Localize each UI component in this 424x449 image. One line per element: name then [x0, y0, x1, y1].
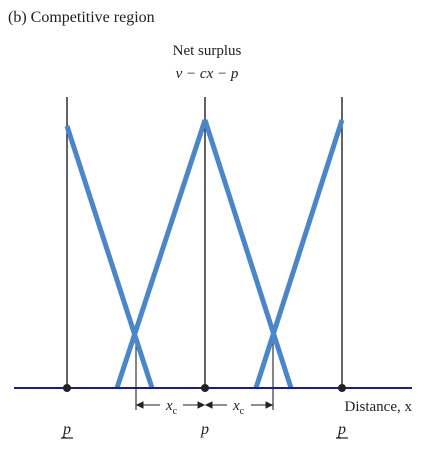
surplus-line-center-right — [202, 119, 294, 389]
xc-arrowhead-left-a — [135, 401, 144, 409]
xc-bracket — [135, 401, 274, 409]
xc-label-right-x: x — [232, 398, 240, 414]
market-dot-center — [201, 384, 209, 392]
panel-title: (b) Competitive region — [8, 9, 155, 26]
xc-label-right: xc — [232, 398, 245, 417]
market-dot-right — [338, 384, 346, 392]
surplus-line-left-down — [64, 125, 155, 389]
y-axis-formula: v − cx − p — [176, 66, 239, 82]
market-dot-left — [63, 384, 71, 392]
y-axis-title: Net surplus — [173, 43, 242, 59]
xc-arrowhead-right-b — [265, 401, 274, 409]
xc-label-left-sub: c — [173, 406, 178, 417]
xc-label-left-x: x — [165, 398, 173, 414]
xc-label-left: xc — [165, 398, 178, 417]
xc-arrowhead-left-b — [197, 401, 206, 409]
price-label-right: p — [337, 421, 346, 438]
xc-label-right-sub: c — [240, 406, 245, 417]
price-label-left: p — [62, 421, 71, 438]
distance-axis-label: Distance, x — [345, 399, 413, 415]
surplus-line-center-left — [114, 119, 208, 389]
surplus-line-right-up — [253, 119, 345, 389]
xc-arrowhead-right-a — [204, 401, 213, 409]
price-label-center: p — [200, 421, 209, 438]
surplus-lines — [64, 119, 345, 389]
